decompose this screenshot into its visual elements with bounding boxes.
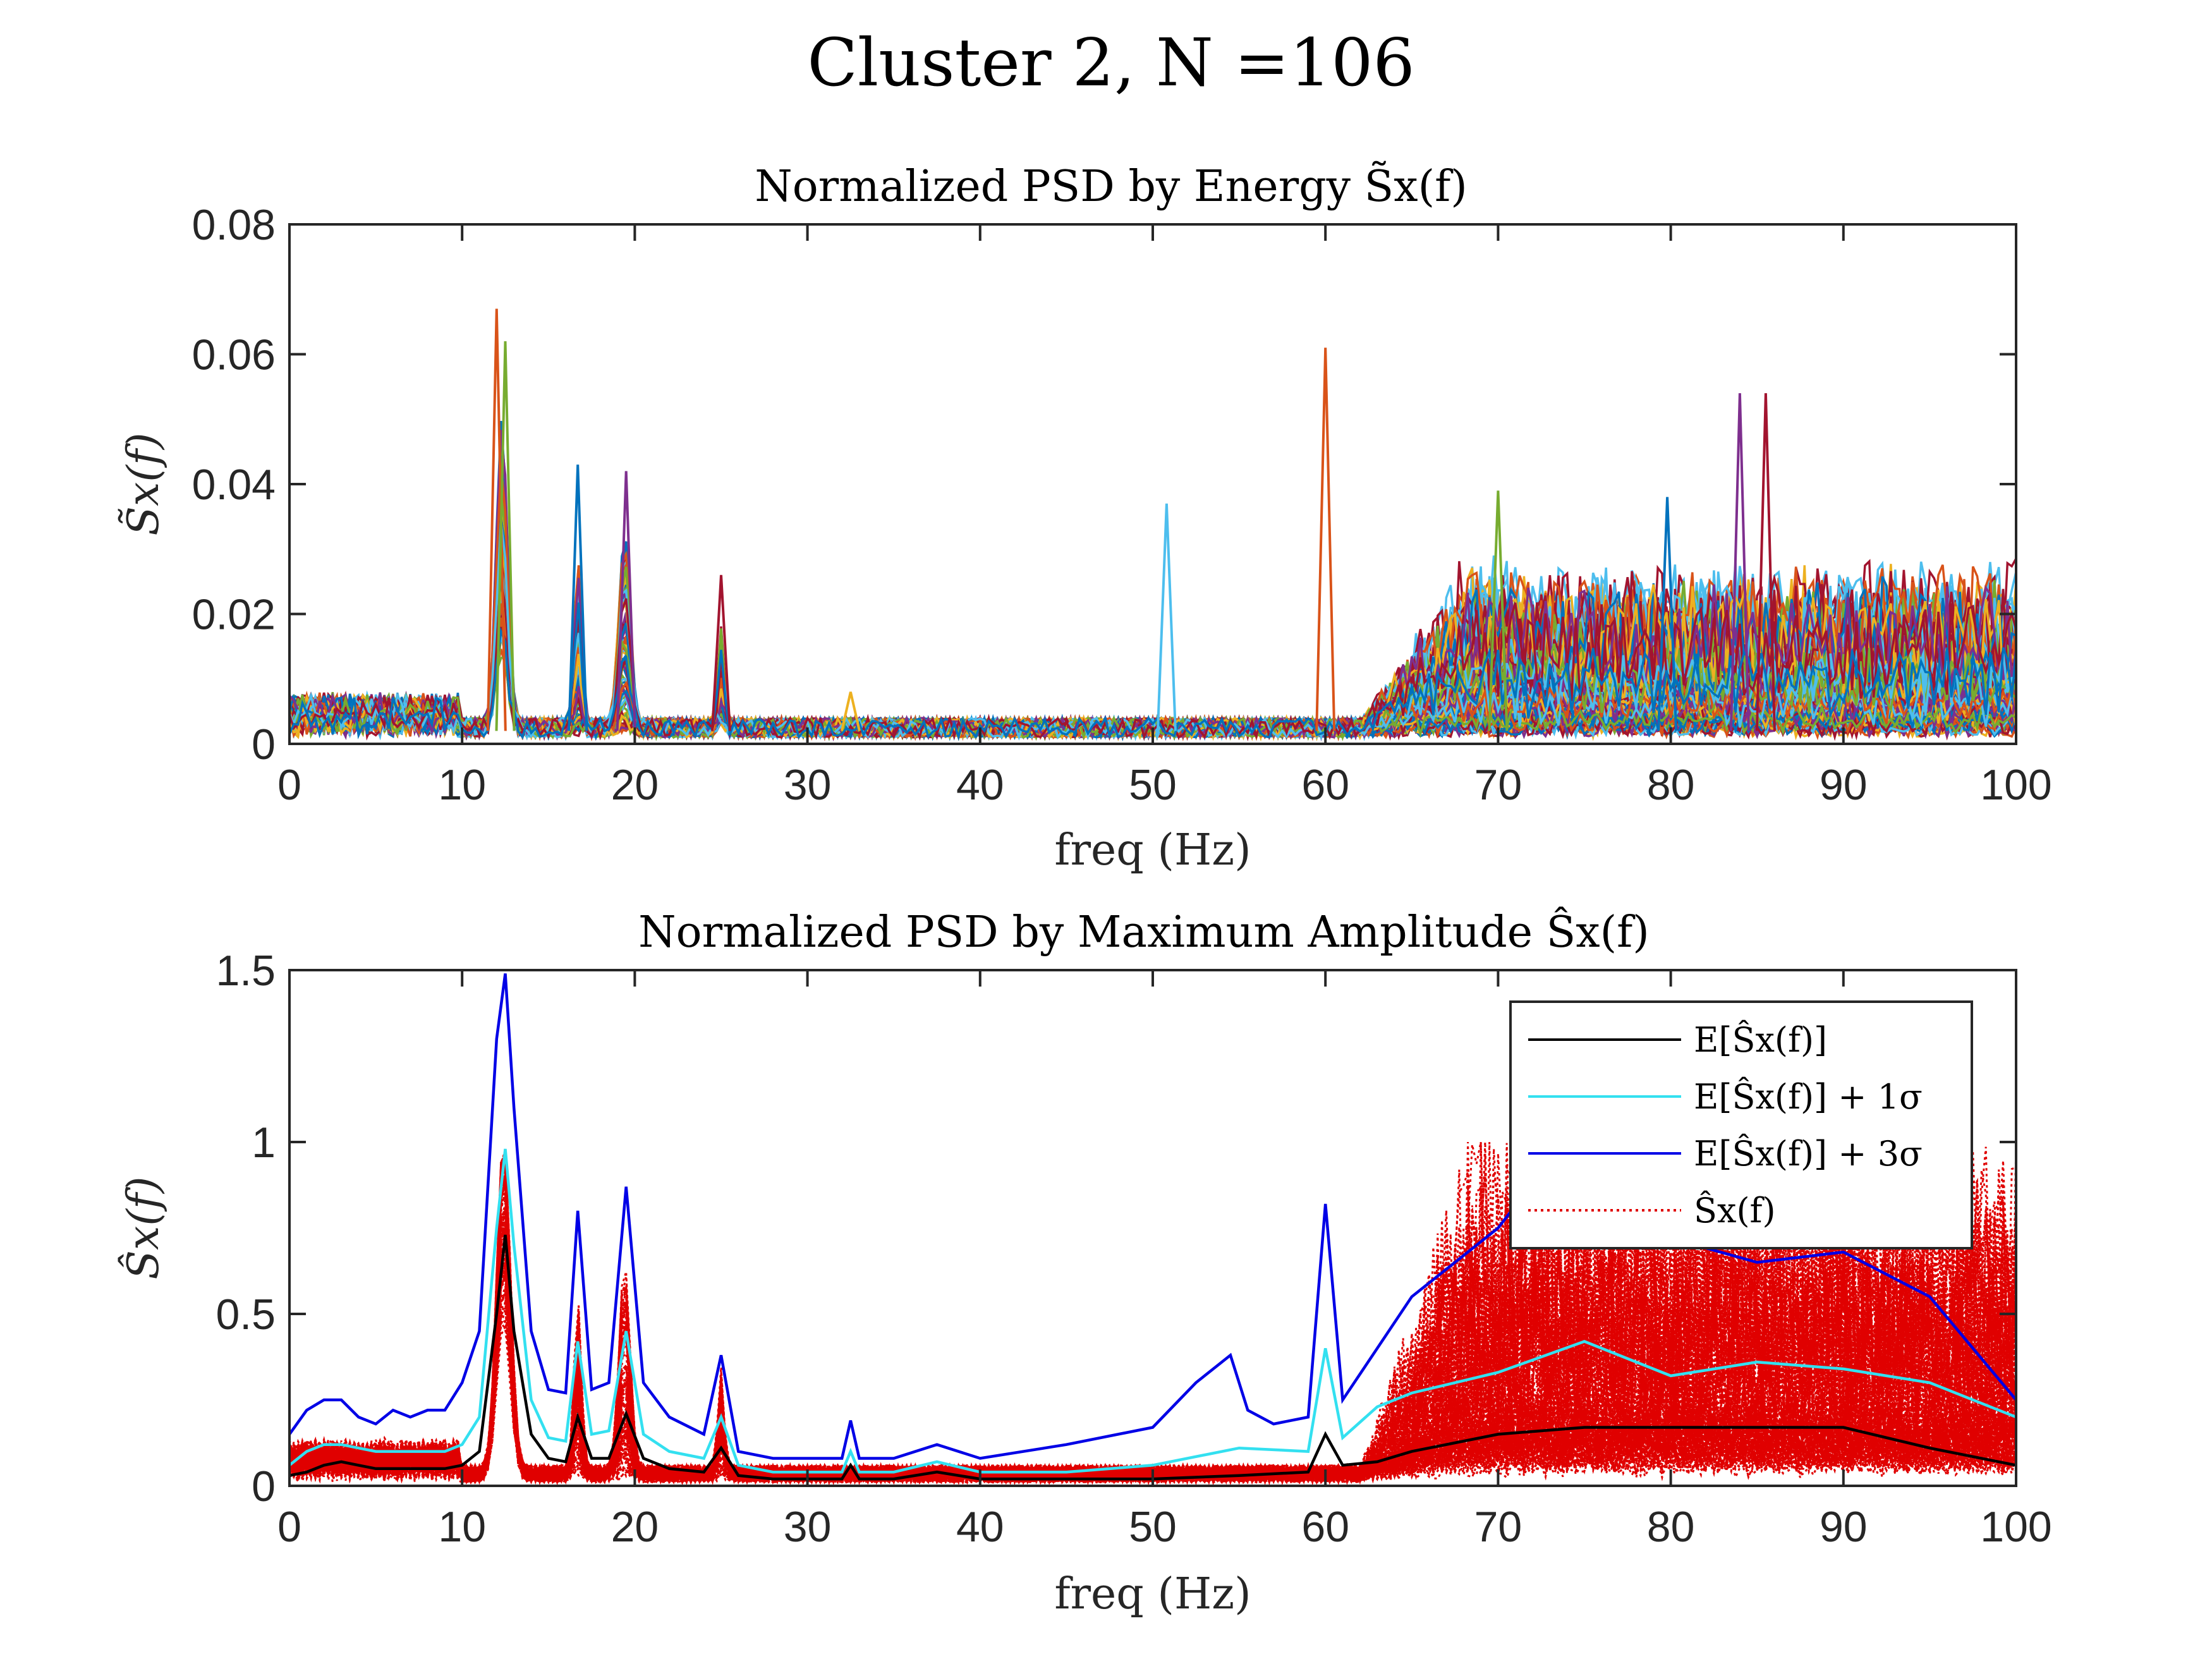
x-tick-label: 90	[1820, 761, 1868, 809]
x-tick-label: 50	[1129, 1503, 1177, 1551]
psd-curve	[288, 602, 2017, 741]
top-chart-xlabel: freq (Hz)	[1054, 825, 1251, 875]
legend-label-normalized-psd: Ŝx(f)	[1694, 1190, 1776, 1231]
x-tick-label: 40	[956, 761, 1004, 809]
x-tick-label: 100	[1980, 761, 2051, 809]
bottom-chart-series	[288, 973, 2017, 1481]
bottom-chart-ticks: 0 10 20 30 40 50 60 70 80 90 100 0 0.5 1 1.5	[216, 947, 2051, 1551]
normalized-psd-curve	[288, 1166, 2017, 1486]
normalized-psd-curve	[288, 1152, 2017, 1485]
normalized-psd-curve	[288, 1308, 2017, 1485]
series-mean-plus-3sigma	[288, 973, 2017, 1460]
normalized-psd-curve	[288, 1174, 2017, 1485]
normalized-psd-curve	[288, 1152, 2017, 1486]
x-tick-label: 100	[1980, 1503, 2051, 1551]
psd-peak	[616, 471, 636, 731]
y-tick-label: 0.04	[192, 461, 276, 509]
y-tick-label: 0	[252, 1462, 276, 1510]
normalized-psd-curve	[288, 1209, 2017, 1486]
normalized-psd-curve	[288, 1236, 2017, 1485]
y-tick-label: 0	[252, 720, 276, 769]
y-tick-label: 0.06	[192, 331, 276, 379]
y-tick-label: 0.02	[192, 591, 276, 639]
psd-peak	[840, 691, 861, 731]
x-tick-label: 10	[438, 761, 486, 809]
x-tick-label: 20	[611, 1503, 659, 1551]
normalized-psd-curve	[288, 1210, 2017, 1486]
psd-peak	[1156, 503, 1177, 731]
psd-peak	[1657, 497, 1678, 731]
x-tick-label: 0	[277, 1503, 301, 1551]
legend: E[Ŝx(f)] E[Ŝx(f)] + 1σ E[Ŝx(f)] + 3σ Ŝx(…	[1509, 1000, 1973, 1249]
normalized-psd-curve	[288, 1155, 2017, 1486]
y-tick-label: 1	[252, 1119, 276, 1167]
bottom-chart-title: Normalized PSD by Maximum Amplitude Ŝx(f…	[638, 907, 1650, 957]
y-tick-label: 0.08	[192, 201, 276, 249]
psd-peak	[1315, 348, 1336, 731]
normalized-psd-curve	[289, 1273, 2017, 1486]
top-chart-ylabel: S̃x(f)	[119, 432, 169, 535]
normalized-psd-curve	[288, 1274, 2017, 1486]
legend-label-mean: E[Ŝx(f)]	[1694, 1019, 1827, 1060]
normalized-psd-curve	[289, 1193, 2017, 1485]
normalized-psd-curve	[288, 1161, 2017, 1485]
x-tick-label: 60	[1301, 1503, 1349, 1551]
series-mean-plus-1sigma	[288, 1148, 2017, 1474]
x-tick-label: 0	[277, 761, 301, 809]
bottom-chart-xlabel: freq (Hz)	[1054, 1569, 1251, 1619]
top-chart-ticks: 0 10 20 30 40 50 60 70 80 90 100 0 0.02 0.04 0.06 0.08	[192, 201, 2052, 809]
legend-label-mean-plus-1sigma: E[Ŝx(f)] + 1σ	[1694, 1076, 1923, 1117]
psd-peak	[568, 465, 588, 731]
x-tick-label: 70	[1474, 1503, 1522, 1551]
normalized-psd-curve	[288, 1245, 2017, 1486]
y-tick-label: 0.5	[216, 1291, 276, 1339]
top-chart: Normalized PSD by Energy S̃x(f) 0 10 20 30 4…	[119, 162, 2052, 875]
normalized-psd-curve	[289, 1193, 2017, 1485]
normalized-psd-curve	[288, 1179, 2017, 1485]
x-tick-label: 30	[784, 1503, 832, 1551]
bottom-chart-ylabel: Ŝx(f)	[118, 1176, 169, 1279]
psd-peak	[1488, 490, 1509, 731]
psd-peak	[1729, 393, 1750, 731]
x-tick-label: 70	[1474, 761, 1522, 809]
legend-label-mean-plus-3sigma: E[Ŝx(f)] + 3σ	[1694, 1133, 1923, 1174]
x-tick-label: 60	[1301, 761, 1349, 809]
legend-box	[1509, 1000, 1973, 1249]
y-tick-label: 1.5	[216, 947, 276, 995]
series-mean	[289, 1234, 2017, 1481]
x-tick-label: 10	[438, 1503, 486, 1551]
psd-peak	[1755, 393, 1776, 731]
x-tick-label: 30	[784, 761, 832, 809]
x-tick-label: 80	[1647, 761, 1695, 809]
bottom-chart: Normalized PSD by Maximum Amplitude Ŝx(f…	[118, 907, 2052, 1619]
top-chart-title: Normalized PSD by Energy S̃x(f)	[755, 162, 1468, 212]
figure-title: Cluster 2, N =106	[807, 24, 1414, 101]
x-tick-label: 20	[611, 761, 659, 809]
normalized-psd-curve	[288, 1235, 2017, 1486]
psd-peak	[486, 308, 507, 731]
x-tick-label: 90	[1820, 1503, 1868, 1551]
x-tick-label: 50	[1129, 761, 1177, 809]
psd-peak	[711, 574, 731, 731]
x-tick-label: 40	[956, 1503, 1004, 1551]
x-tick-label: 80	[1647, 1503, 1695, 1551]
psd-peak	[495, 341, 516, 731]
